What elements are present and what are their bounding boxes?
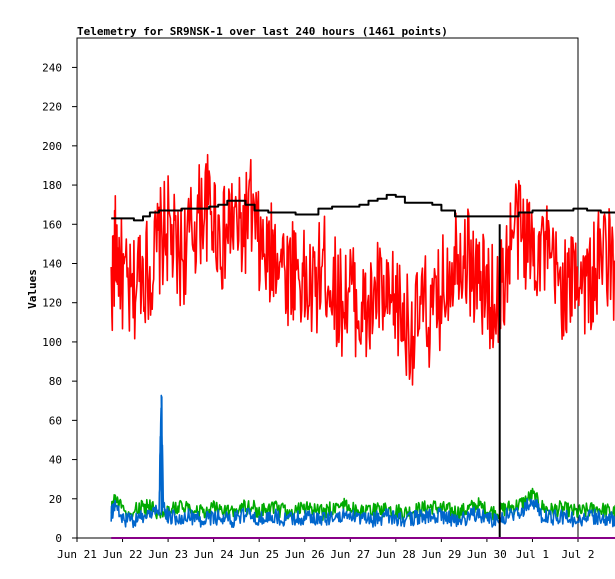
y-axis: 0 20 40 60 80 100 120 140 160 180 200 220 240 — [42, 61, 77, 545]
y-axis-label: Values — [26, 269, 39, 309]
y-tick-label: 220 — [42, 101, 62, 114]
series-line-green — [110, 487, 615, 521]
x-tick-label: Jun 30 — [467, 548, 507, 561]
x-tick-label: Jul 2 — [561, 548, 594, 561]
series-line-red — [110, 153, 615, 386]
y-tick-label: 100 — [42, 336, 62, 349]
series-line-blue — [110, 394, 615, 529]
x-tick-label: Jun 23 — [148, 548, 188, 561]
y-tick-label: 40 — [49, 454, 62, 467]
y-tick-label: 140 — [42, 257, 62, 270]
x-tick-label: Jun 26 — [285, 548, 325, 561]
data-series — [110, 153, 615, 539]
y-tick-label: 200 — [42, 140, 62, 153]
x-tick-label: Jun 25 — [239, 548, 279, 561]
y-tick-label: 20 — [49, 493, 62, 506]
y-tick-label: 0 — [55, 532, 62, 545]
series-line-black — [111, 193, 615, 222]
chart-title: Telemetry for SR9NSK-1 over last 240 hou… — [77, 25, 448, 38]
x-tick-label: Jun 21 — [57, 548, 97, 561]
y-tick-label: 240 — [42, 61, 62, 74]
y-tick-label: 120 — [42, 297, 62, 310]
x-tick-label: Jun 29 — [421, 548, 461, 561]
x-tick-label: Jun 24 — [194, 548, 234, 561]
y-tick-label: 60 — [49, 414, 62, 427]
x-tick-label: Jun 27 — [330, 548, 370, 561]
y-tick-label: 160 — [42, 218, 62, 231]
y-tick-label: 80 — [49, 375, 62, 388]
y-tick-label: 180 — [42, 179, 62, 192]
x-tick-label: Jun 28 — [376, 548, 416, 561]
x-axis: Jun 21 Jun 22 Jun 23 Jun 24 Jun 25 Jun 26 Jun … — [57, 538, 595, 561]
x-tick-label: Jun 22 — [103, 548, 143, 561]
x-tick-label: Jul 1 — [516, 548, 549, 561]
